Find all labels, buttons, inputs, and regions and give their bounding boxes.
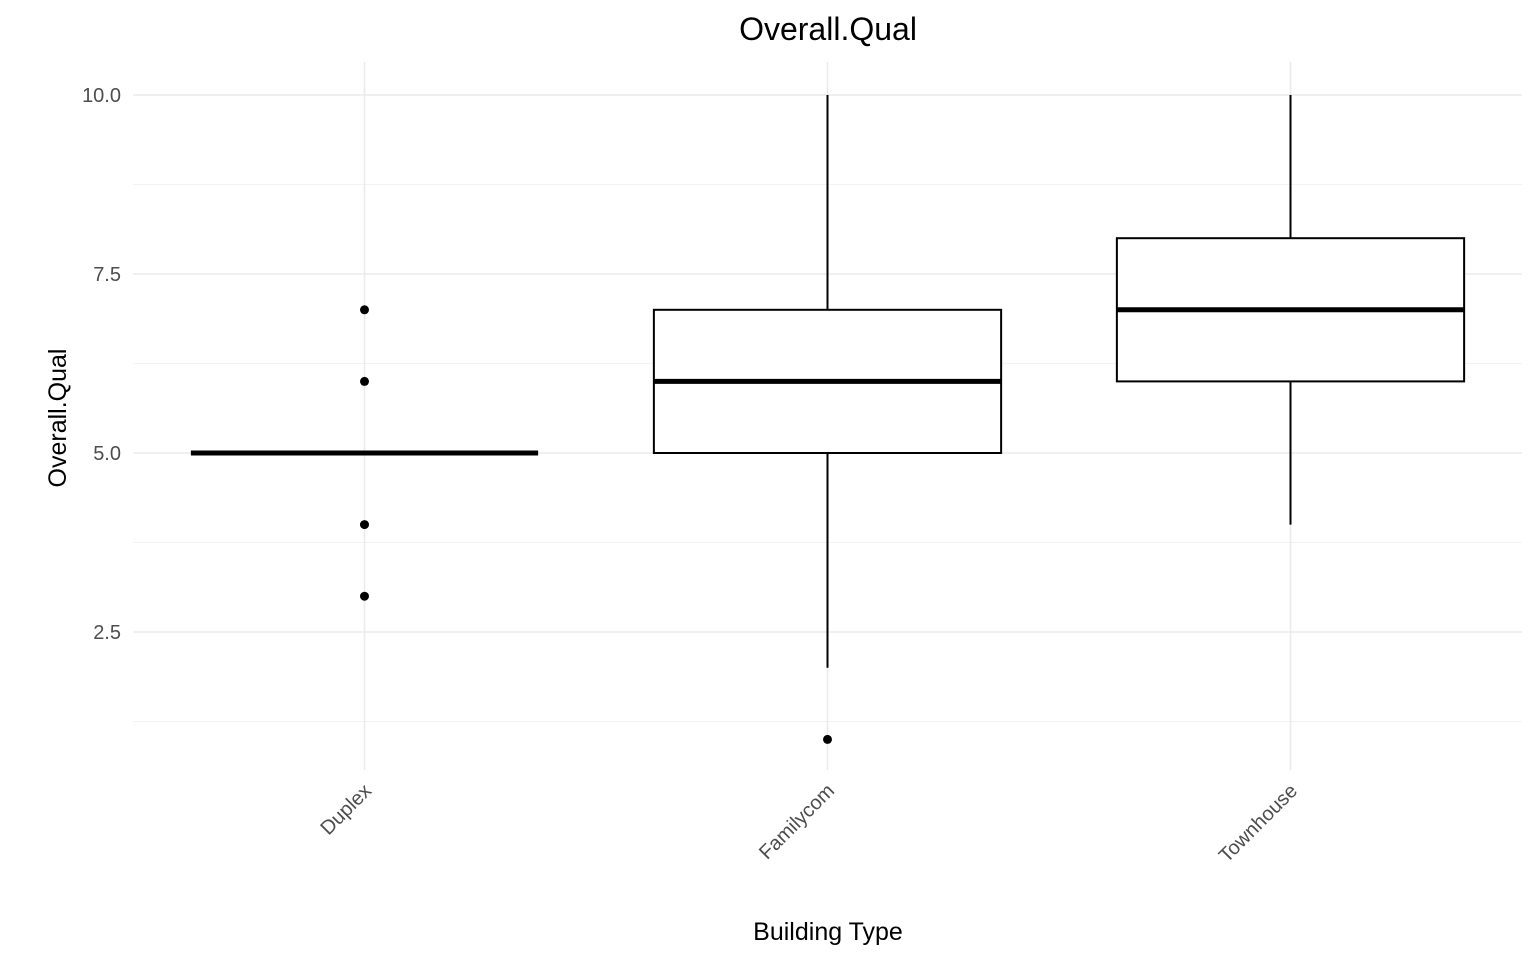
y-tick-label: 7.5 (93, 264, 121, 286)
y-tick-label: 5.0 (93, 443, 121, 465)
box-group (190, 305, 539, 601)
chart-title: Overall.Qual (739, 11, 917, 47)
outlier-point (360, 376, 369, 386)
outlier-point (823, 734, 832, 744)
y-axis-title: Overall.Qual (44, 349, 72, 488)
box-group (1115, 95, 1466, 525)
tick-labels: 2.5 5.0 7.5 10.0 Duplex Familycom Townhouse (82, 85, 1302, 867)
y-tick-label: 2.5 (93, 622, 121, 644)
box-group (652, 95, 1003, 744)
outlier-point (360, 305, 369, 315)
x-axis-title: Building Type (753, 918, 903, 946)
outlier-point (360, 591, 369, 601)
x-tick-label: Townhouse (1215, 780, 1302, 867)
y-tick-label: 10.0 (82, 85, 121, 107)
x-tick-label: Duplex (316, 780, 376, 840)
outlier-point (360, 520, 369, 530)
box-plot-layer (190, 95, 1466, 744)
x-tick-label: Familycom (755, 780, 839, 864)
